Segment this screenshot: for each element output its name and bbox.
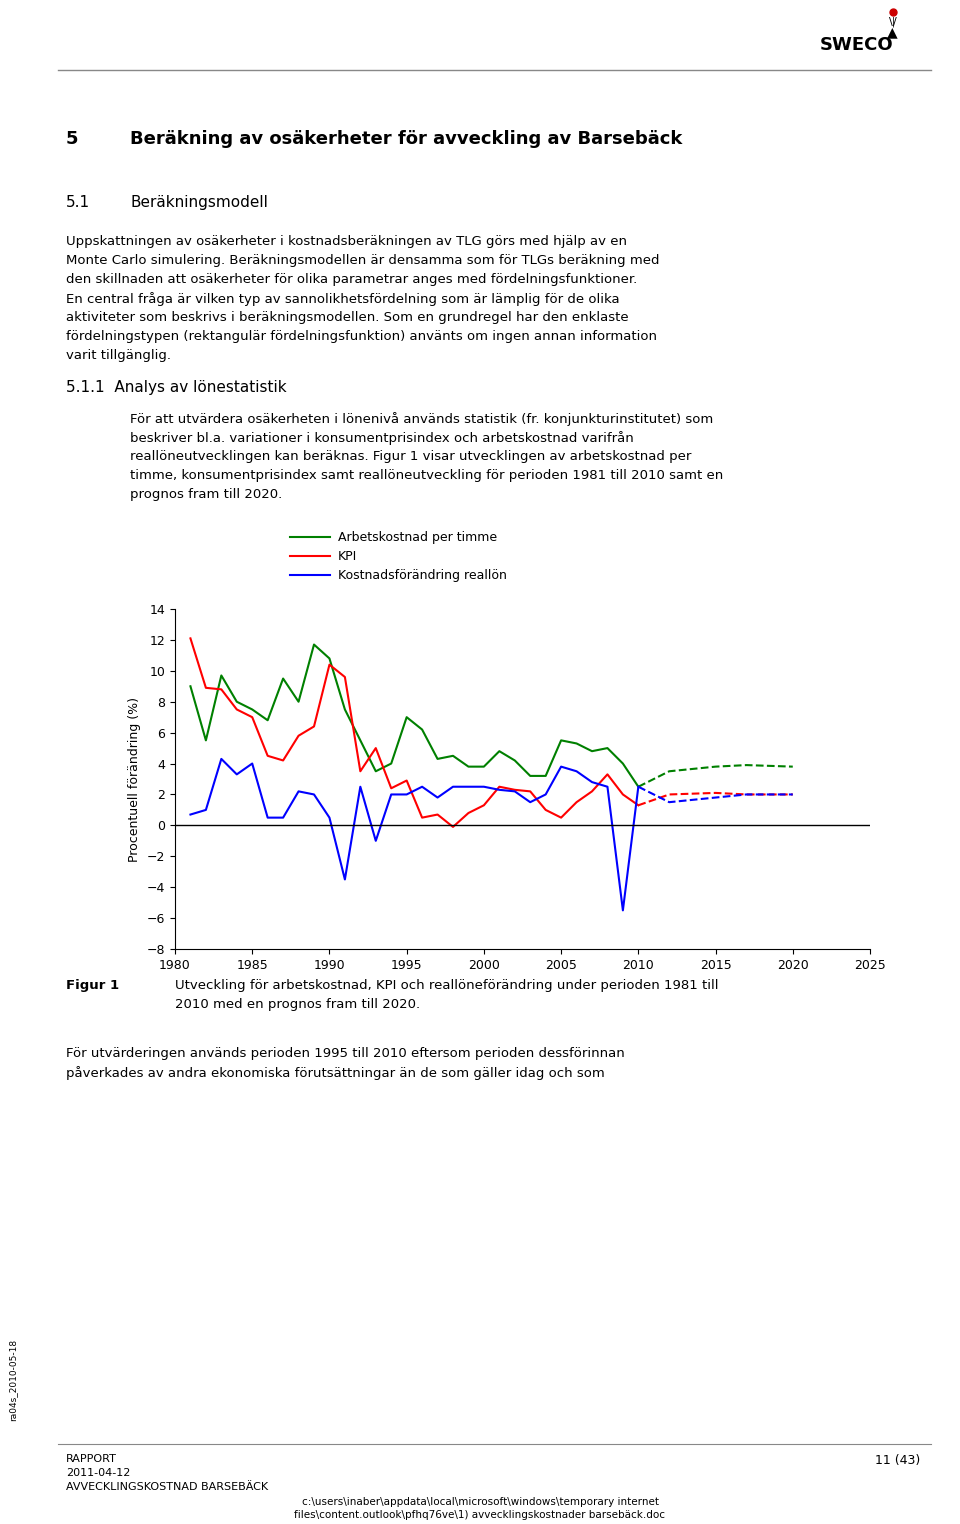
Text: den skillnaden att osäkerheter för olika parametrar anges med fördelningsfunktio: den skillnaden att osäkerheter för olika… xyxy=(66,273,637,287)
Text: c:\users\inaber\appdata\local\microsoft\windows\temporary internet: c:\users\inaber\appdata\local\microsoft\… xyxy=(301,1497,659,1507)
Text: reallöneutvecklingen kan beräknas. Figur 1 visar utvecklingen av arbetskostnad p: reallöneutvecklingen kan beräknas. Figur… xyxy=(130,450,691,463)
Text: För att utvärdera osäkerheten i lönenivå används statistik (fr. konjunkturinstit: För att utvärdera osäkerheten i lönenivå… xyxy=(130,411,713,427)
Text: ▲: ▲ xyxy=(887,24,898,40)
Text: 2011-04-12: 2011-04-12 xyxy=(66,1468,131,1478)
Text: För utvärderingen används perioden 1995 till 2010 eftersom perioden dessförinnan: För utvärderingen används perioden 1995 … xyxy=(66,1047,625,1061)
Text: Beräkningsmodell: Beräkningsmodell xyxy=(130,195,268,210)
Text: Kostnadsförändring reallön: Kostnadsförändring reallön xyxy=(338,568,507,582)
Text: påverkades av andra ekonomiska förutsättningar än de som gäller idag och som: påverkades av andra ekonomiska förutsätt… xyxy=(66,1065,605,1081)
Text: \: \ xyxy=(889,17,893,27)
Text: 11 (43): 11 (43) xyxy=(875,1454,920,1468)
Text: AVVECKLINGSKOSTNAD BARSEBÄCK: AVVECKLINGSKOSTNAD BARSEBÄCK xyxy=(66,1481,268,1492)
Text: Beräkning av osäkerheter för avveckling av Barsebäck: Beräkning av osäkerheter för avveckling … xyxy=(130,130,683,148)
Text: Utveckling för arbetskostnad, KPI och reallöneförändring under perioden 1981 til: Utveckling för arbetskostnad, KPI och re… xyxy=(175,978,718,992)
Text: varit tillgänglig.: varit tillgänglig. xyxy=(66,349,171,363)
Text: Uppskattningen av osäkerheter i kostnadsberäkningen av TLG görs med hjälp av en: Uppskattningen av osäkerheter i kostnads… xyxy=(66,235,627,248)
Text: 2010 med en prognos fram till 2020.: 2010 med en prognos fram till 2020. xyxy=(175,998,420,1010)
Text: beskriver bl.a. variationer i konsumentprisindex och arbetskostnad varifrån: beskriver bl.a. variationer i konsumentp… xyxy=(130,431,634,445)
Text: 5: 5 xyxy=(66,130,79,148)
Text: En central fråga är vilken typ av sannolikhetsfördelning som är lämplig för de o: En central fråga är vilken typ av sannol… xyxy=(66,293,619,306)
Text: KPI: KPI xyxy=(338,550,357,562)
Text: Arbetskostnad per timme: Arbetskostnad per timme xyxy=(338,530,497,544)
Text: fördelningstypen (rektangulär fördelningsfunktion) använts om ingen annan inform: fördelningstypen (rektangulär fördelning… xyxy=(66,331,657,343)
Text: 5.1.1  Analys av lönestatistik: 5.1.1 Analys av lönestatistik xyxy=(66,379,287,395)
Text: aktiviteter som beskrivs i beräkningsmodellen. Som en grundregel har den enklast: aktiviteter som beskrivs i beräkningsmod… xyxy=(66,311,629,325)
Text: SWECO: SWECO xyxy=(820,37,894,53)
Text: timme, konsumentprisindex samt reallöneutveckling för perioden 1981 till 2010 sa: timme, konsumentprisindex samt reallöneu… xyxy=(130,469,723,482)
Text: Figur 1: Figur 1 xyxy=(66,978,119,992)
Text: prognos fram till 2020.: prognos fram till 2020. xyxy=(130,488,282,501)
Text: ra04s_2010-05-18: ra04s_2010-05-18 xyxy=(9,1340,17,1420)
Y-axis label: Procentuell förändring (%): Procentuell förändring (%) xyxy=(129,696,141,861)
Text: files\content.outlook\pfhq76ve\1) avvecklingskostnader barsebäck.doc: files\content.outlook\pfhq76ve\1) avveck… xyxy=(295,1510,665,1519)
Text: |: | xyxy=(892,17,895,27)
Text: RAPPORT: RAPPORT xyxy=(66,1454,117,1465)
Text: /: / xyxy=(893,17,897,27)
Text: 5.1: 5.1 xyxy=(66,195,90,210)
Text: Monte Carlo simulering. Beräkningsmodellen är densamma som för TLGs beräkning me: Monte Carlo simulering. Beräkningsmodell… xyxy=(66,255,660,267)
